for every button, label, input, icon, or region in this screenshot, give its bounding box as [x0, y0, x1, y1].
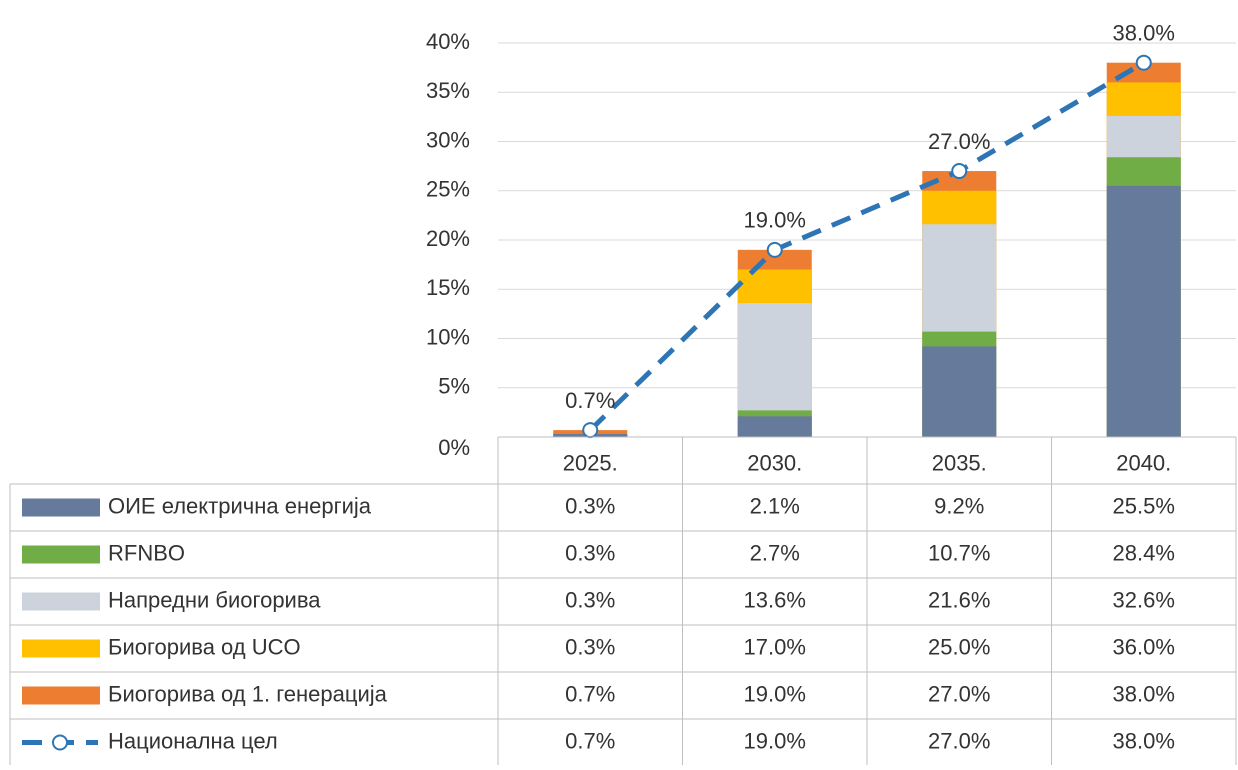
table-cell: 0.7%	[565, 728, 615, 753]
bar	[737, 416, 812, 437]
table-cell: 9.2%	[934, 493, 984, 518]
table-cell: 0.3%	[565, 540, 615, 565]
y-tick-label: 10%	[426, 324, 470, 349]
y-tick-label: 25%	[426, 177, 470, 202]
table-cell: 27.0%	[928, 681, 990, 706]
table-cell: 17.0%	[744, 634, 806, 659]
table-cell: 10.7%	[928, 540, 990, 565]
y-tick-label: 20%	[426, 226, 470, 251]
table-cell: 25.0%	[928, 634, 990, 659]
line-marker	[582, 422, 599, 439]
table-cell: 0.3%	[565, 587, 615, 612]
line	[588, 60, 1146, 432]
table-cell: 0.7%	[565, 681, 615, 706]
legend-key	[22, 592, 100, 611]
legend-label: ОИЕ електрична енергија	[108, 493, 372, 518]
legend-key	[22, 498, 100, 517]
y-tick-label: 30%	[426, 127, 470, 152]
legend-key	[52, 734, 68, 751]
table-cell: 2.1%	[750, 493, 800, 518]
y-tick-label: 40%	[426, 29, 470, 54]
bar	[922, 346, 997, 437]
legend-label: RFNBO	[108, 540, 185, 565]
table-cell: 19.0%	[744, 681, 806, 706]
y-tick-label: 15%	[426, 275, 470, 300]
y-tick-label: 35%	[426, 78, 470, 103]
legend-label: Биогорива од UCO	[108, 634, 301, 659]
table-cell: 32.6%	[1113, 587, 1175, 612]
y-tick-label: 0%	[438, 435, 470, 460]
data-label: 38.0%	[1113, 21, 1175, 46]
x-tick-label: 2030.	[747, 450, 802, 475]
table-cell: 28.4%	[1113, 540, 1175, 565]
table-cell: 27.0%	[928, 728, 990, 753]
data-label: 27.0%	[928, 129, 990, 154]
bar	[1106, 185, 1181, 437]
legend-key	[22, 686, 100, 705]
table-cell: 2.7%	[750, 540, 800, 565]
legend-label: Национална цел	[108, 728, 278, 753]
legend-label: Напредни биогорива	[108, 587, 321, 612]
y-tick-label: 5%	[438, 374, 470, 399]
x-tick-label: 2035.	[932, 450, 987, 475]
table-cell: 38.0%	[1113, 681, 1175, 706]
line-marker	[951, 163, 968, 180]
x-tick-label: 2025.	[563, 450, 618, 475]
table-cell: 13.6%	[744, 587, 806, 612]
table-cell: 38.0%	[1113, 728, 1175, 753]
table-cell: 21.6%	[928, 587, 990, 612]
legend-label: Биогорива од 1. генерација	[108, 681, 388, 706]
line-marker	[766, 241, 783, 258]
table-cell: 0.3%	[565, 493, 615, 518]
legend-key	[22, 639, 100, 658]
table-cell: 36.0%	[1113, 634, 1175, 659]
table-cell: 25.5%	[1113, 493, 1175, 518]
x-tick-label: 2040.	[1116, 450, 1171, 475]
line-marker	[1135, 54, 1152, 71]
data-label: 19.0%	[744, 208, 806, 233]
legend-key	[22, 545, 100, 564]
data-label: 0.7%	[565, 388, 615, 413]
table-cell: 0.3%	[565, 634, 615, 659]
table-cell: 19.0%	[744, 728, 806, 753]
